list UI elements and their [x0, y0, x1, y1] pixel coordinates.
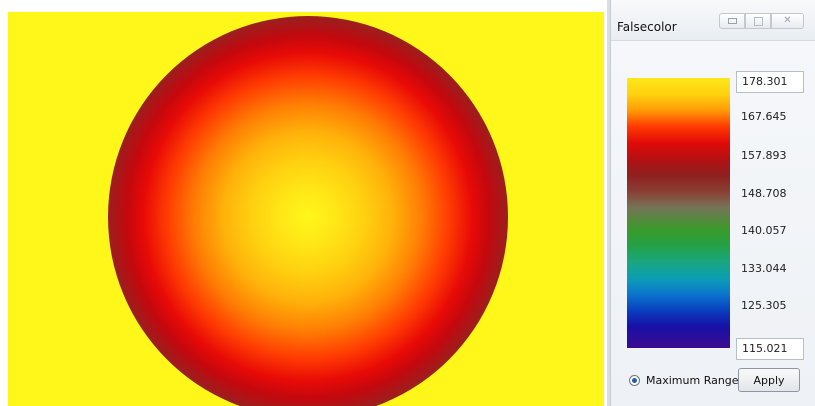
- scale-tick-label: 148.708: [741, 187, 787, 200]
- maximum-range-radio[interactable]: [629, 375, 640, 386]
- falsecolor-viewport[interactable]: [8, 12, 604, 406]
- maximize-button[interactable]: [745, 13, 771, 29]
- panel-splitter[interactable]: [607, 0, 610, 406]
- scale-tick-label: 157.893: [741, 149, 787, 162]
- apply-button[interactable]: Apply: [738, 368, 800, 392]
- minimize-icon: [727, 18, 737, 24]
- scale-tick-label: 125.305: [741, 299, 787, 312]
- scale-tick-label: 140.057: [741, 224, 787, 237]
- falsecolor-panel: Falsecolor ✕ 178.301 167.645 157.893 148…: [610, 0, 815, 406]
- minimize-button[interactable]: [719, 13, 745, 29]
- window-titlebar[interactable]: Falsecolor ✕: [611, 0, 815, 41]
- max-value-field[interactable]: 178.301: [736, 71, 804, 93]
- color-scale-bar: [627, 78, 730, 348]
- min-value-field[interactable]: 115.021: [736, 338, 804, 360]
- close-button[interactable]: ✕: [771, 13, 804, 29]
- maximum-range-label[interactable]: Maximum Range: [646, 374, 739, 387]
- window-title: Falsecolor: [617, 20, 677, 34]
- falsecolor-disk: [108, 16, 508, 406]
- scale-tick-label: 167.645: [741, 110, 787, 123]
- close-icon: ✕: [783, 15, 792, 26]
- scale-tick-label: 133.044: [741, 262, 787, 275]
- maximize-icon: [753, 16, 763, 26]
- radio-selected-dot: [632, 378, 637, 383]
